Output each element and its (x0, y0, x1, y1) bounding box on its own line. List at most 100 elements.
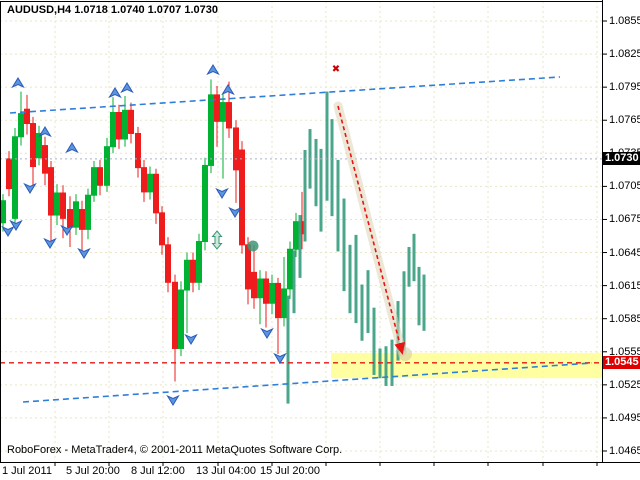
price-axis-label: 1.0705 (609, 180, 640, 193)
price-axis-label: 1.0765 (609, 114, 640, 127)
fractal-down-arrow-icon (1, 225, 15, 237)
forecast-bar (330, 119, 334, 217)
target-price-tag: 1.0545 (603, 356, 640, 370)
forecast-bar (303, 150, 307, 242)
time-axis-label: 5 Jul 20:00 (66, 465, 120, 477)
price-axis-label: 1.0465 (609, 445, 640, 457)
candle-down (172, 281, 178, 349)
price-axis-label: 1.0525 (609, 378, 640, 391)
forecast-bar (407, 247, 411, 287)
candle-down (24, 108, 30, 125)
candle-down (30, 123, 36, 168)
candle-down (226, 102, 232, 129)
candle-down (263, 278, 269, 304)
candle-up (220, 102, 226, 122)
forecast-bar (354, 234, 358, 324)
candle-up (54, 192, 60, 216)
candle-up (12, 136, 18, 219)
candle-up (73, 201, 79, 228)
candle-up (202, 164, 208, 243)
bid-price-tag: 1.0730 (603, 152, 640, 166)
trendline (22, 362, 593, 403)
time-axis-label: 13 Jul 04:00 (196, 465, 256, 477)
candle-down (159, 212, 165, 246)
forecast-bar (298, 215, 302, 278)
candle-up (110, 112, 116, 148)
candle-down (239, 149, 245, 246)
candle-up (184, 259, 190, 291)
candle-up (281, 288, 287, 319)
fractal-down-arrow-icon (260, 327, 274, 339)
candle-up (269, 282, 275, 304)
fractal-down-arrow-icon (9, 219, 23, 231)
forecast-bar (314, 138, 318, 207)
forecast-bar (422, 274, 426, 331)
candle-down (135, 132, 141, 169)
price-axis-label: 1.0555 (609, 345, 640, 358)
candle-down (214, 94, 220, 122)
fractal-down-arrow-icon (215, 187, 229, 199)
candle-down (48, 167, 54, 216)
forecast-bar (417, 266, 421, 326)
price-axis-label: 1.0675 (609, 213, 640, 226)
candle-up (208, 94, 214, 166)
price-axis-label: 1.0615 (609, 279, 640, 292)
candle-up (0, 200, 6, 224)
fractal-up-arrow-icon (38, 126, 52, 138)
updown-arrow-icon (211, 230, 223, 250)
candle-up (91, 167, 97, 196)
forecast-bar (292, 250, 296, 314)
forecast-arrowhead-icon (394, 341, 406, 355)
candle-down (60, 192, 66, 219)
fractal-down-arrow-icon (43, 237, 57, 249)
fractal-up-arrow-icon (65, 142, 79, 154)
candle-down (245, 244, 251, 290)
candle-down (79, 209, 85, 230)
price-axis-label: 1.0645 (609, 246, 640, 259)
price-axis-label: 1.0795 (609, 81, 640, 94)
forecast-bar (286, 295, 290, 404)
fractal-down-arrow-icon (184, 333, 198, 345)
candle-up (293, 221, 299, 250)
fractal-down-arrow-icon (166, 394, 180, 406)
candle-down (141, 167, 147, 193)
candle-up (122, 109, 128, 140)
candle-down (165, 244, 171, 283)
candle-down (97, 167, 103, 186)
price-axis-label: 1.0825 (609, 48, 640, 61)
entry-dot (247, 240, 259, 252)
forecast-bar (372, 307, 376, 375)
forecast-bar (336, 159, 340, 252)
trendline (9, 76, 561, 114)
target-zone (331, 352, 602, 379)
sell-signal-x-icon: ✖ (332, 64, 340, 75)
chart-title: AUDUSD,H4 1.0718 1.0740 1.0707 1.0730 (7, 4, 218, 16)
candle-down (116, 112, 122, 140)
price-axis-label: 1.0495 (609, 411, 640, 424)
candle-down (67, 209, 73, 228)
fractal-up-arrow-icon (108, 87, 122, 99)
forecast-bar (360, 284, 364, 341)
candle-down (42, 145, 48, 174)
candle-down (153, 173, 159, 214)
price-axis-label: 1.0585 (609, 312, 640, 325)
forecast-bar (384, 346, 388, 386)
fractal-up-arrow-icon (206, 64, 220, 76)
forecast-bar (412, 233, 416, 282)
candle-down (251, 271, 257, 299)
price-axis-label: 1.0855 (609, 15, 640, 27)
candle-up (178, 289, 184, 349)
candle-up (257, 278, 263, 299)
candle-up (85, 194, 91, 230)
fractal-down-arrow-icon (228, 206, 242, 218)
time-axis-label: 1 Jul 2011 (2, 465, 52, 477)
candle-up (36, 132, 42, 159)
candle-up (18, 113, 24, 138)
fractal-down-arrow-icon (60, 224, 74, 236)
copyright-text: RoboForex - MetaTrader4, © 2001-2011 Met… (7, 444, 343, 456)
time-axis-label: 8 Jul 12:00 (131, 465, 185, 477)
fractal-down-arrow-icon (77, 247, 91, 259)
